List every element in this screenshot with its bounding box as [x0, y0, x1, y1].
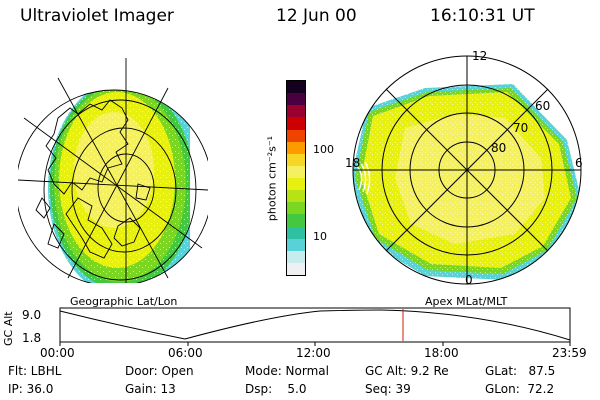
colorbar-band	[287, 250, 305, 263]
geo-panel-label: Geographic Lat/Lon	[70, 295, 178, 308]
x-tick-1200: 12:00	[296, 346, 331, 360]
colorbar-tick-100: 100	[313, 143, 334, 156]
alt-y-tick-9: 9.0	[22, 308, 41, 322]
glat-info: GLat: 87.5	[485, 364, 556, 378]
alt-y-tick-1.8: 1.8	[22, 331, 41, 345]
altitude-curve	[59, 309, 571, 341]
geo-grid	[18, 58, 208, 283]
mlt-label-0: 0	[465, 273, 473, 287]
mlat-label-60: 60	[535, 99, 550, 113]
time-label: 16:10:31 UT	[430, 6, 535, 26]
apex-polar-plot: 12 6 0 18 60 70 80	[345, 49, 583, 287]
colorbar-band	[287, 81, 305, 94]
gain-info: Gain: 13	[125, 382, 176, 396]
colorbar-band	[287, 165, 305, 178]
colorbar-band	[287, 262, 305, 275]
colorbar-tick-10: 10	[313, 230, 327, 243]
door-info: Door: Open	[125, 364, 194, 378]
colorbar-unit-label: photon cm⁻²s⁻¹	[265, 135, 279, 222]
colorbar-band	[287, 93, 305, 106]
x-tick-1800: 18:00	[424, 346, 459, 360]
gcalt-info: GC Alt: 9.2 Re	[365, 364, 449, 378]
colorbar-band	[287, 214, 305, 227]
mlt-label-6: 6	[575, 156, 583, 170]
colorbar-band	[287, 190, 305, 203]
colorbar-band	[287, 105, 305, 118]
glon-info: GLon: 72.2	[485, 382, 555, 396]
colorbar-band	[287, 202, 305, 215]
colorbar-band	[287, 129, 305, 142]
app-title: Ultraviolet Imager	[20, 6, 174, 26]
ip-info: IP: 36.0	[8, 382, 54, 396]
x-tick-0600: 06:00	[168, 346, 203, 360]
x-tick-2359: 23:59	[552, 346, 587, 360]
altitude-plot: 9.0 1.8 GC Alt	[2, 307, 571, 346]
seq-info: Seq: 39	[365, 382, 411, 396]
geographic-map	[18, 58, 208, 283]
mlat-label-80: 80	[491, 141, 506, 155]
colorbar-band	[287, 238, 305, 251]
x-tick-0000: 00:00	[40, 346, 75, 360]
mlat-label-70: 70	[513, 121, 528, 135]
mode-info: Mode: Normal	[245, 364, 329, 378]
colorbar-band	[287, 117, 305, 130]
flt-info: Flt: LBHL	[8, 364, 62, 378]
colorbar	[286, 80, 306, 276]
mlt-label-12: 12	[472, 49, 487, 63]
date-label: 12 Jun 00	[276, 6, 357, 26]
colorbar-band	[287, 178, 305, 191]
apex-edge-stripes	[356, 161, 371, 195]
apex-panel-label: Apex MLat/MLT	[425, 295, 508, 308]
colorbar-band	[287, 153, 305, 166]
apex-grid	[352, 55, 582, 285]
mlt-label-18: 18	[345, 156, 360, 170]
dsp-info: Dsp: 5.0	[245, 382, 307, 396]
altitude-plot-frame	[59, 307, 571, 343]
alt-ylabel: GC Alt	[2, 311, 15, 346]
colorbar-band	[287, 226, 305, 239]
colorbar-band	[287, 141, 305, 154]
